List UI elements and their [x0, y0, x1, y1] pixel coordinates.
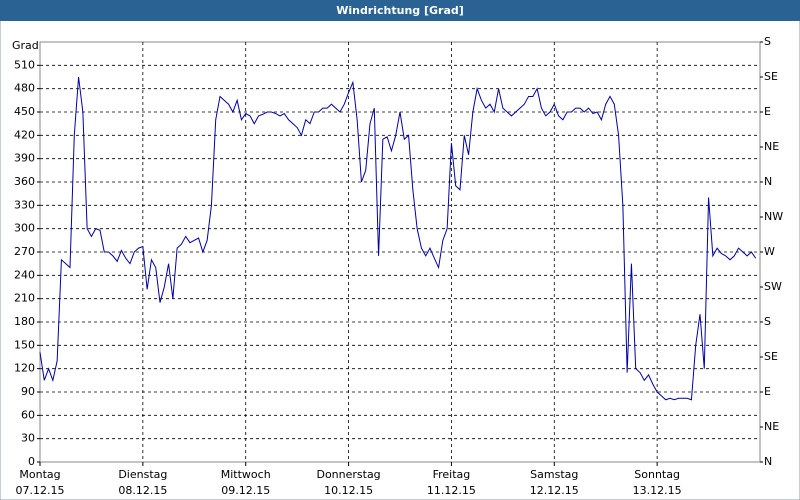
y-tick-label: 330 [14, 198, 35, 211]
y-tick-label: 300 [14, 222, 35, 235]
x-tick-date: 12.12.15 [530, 484, 579, 497]
y2-tick-label: E [764, 385, 771, 398]
x-tick-label: Dienstag [118, 468, 167, 481]
y-tick-label: 120 [14, 362, 35, 375]
y-tick-label: 480 [14, 82, 35, 95]
y-tick-label: 0 [28, 455, 35, 468]
x-tick-label: Donnerstag [316, 468, 380, 481]
y2-tick-label: N [764, 175, 772, 188]
y-tick-label: 90 [21, 385, 35, 398]
y-tick-label: 420 [14, 128, 35, 141]
y-tick-label: 360 [14, 175, 35, 188]
y-tick-label: 60 [21, 408, 35, 421]
x-tick-date: 09.12.15 [221, 484, 270, 497]
y2-tick-label: SE [764, 70, 778, 83]
y-tick-label: 180 [14, 315, 35, 328]
x-tick-date: 10.12.15 [324, 484, 373, 497]
y-tick-label: 240 [14, 268, 35, 281]
y2-tick-label: S [764, 35, 771, 48]
x-tick-label: Sonntag [634, 468, 680, 481]
x-tick-label: Freitag [433, 468, 471, 481]
y2-tick-label: NE [764, 420, 779, 433]
x-tick-date: 08.12.15 [118, 484, 167, 497]
x-tick-label: Montag [19, 468, 60, 481]
x-tick-label: Samstag [530, 468, 578, 481]
x-tick-label: Mittwoch [221, 468, 271, 481]
y-tick-label: 30 [21, 432, 35, 445]
y2-tick-label: E [764, 105, 771, 118]
x-tick-date: 11.12.15 [427, 484, 476, 497]
y2-tick-label: SW [764, 280, 782, 293]
y2-tick-label: SE [764, 350, 778, 363]
y-tick-label: 270 [14, 245, 35, 258]
y-tick-label: 450 [14, 105, 35, 118]
x-tick-date: 13.12.15 [633, 484, 682, 497]
y2-tick-label: NW [764, 210, 783, 223]
y2-tick-label: NE [764, 140, 779, 153]
y2-tick-label: S [764, 315, 771, 328]
data-line [39, 76, 757, 401]
y-tick-label: 210 [14, 292, 35, 305]
y-axis-label: Grad [12, 39, 39, 52]
y2-tick-label: N [764, 455, 772, 468]
x-tick-date: 07.12.15 [16, 484, 65, 497]
title-bar [0, 0, 800, 21]
y2-tick-label: W [764, 245, 775, 258]
chart-title: Windrichtung [Grad] [336, 4, 464, 17]
y-tick-label: 510 [14, 58, 35, 71]
y-tick-label: 150 [14, 338, 35, 351]
y-tick-label: 390 [14, 152, 35, 165]
